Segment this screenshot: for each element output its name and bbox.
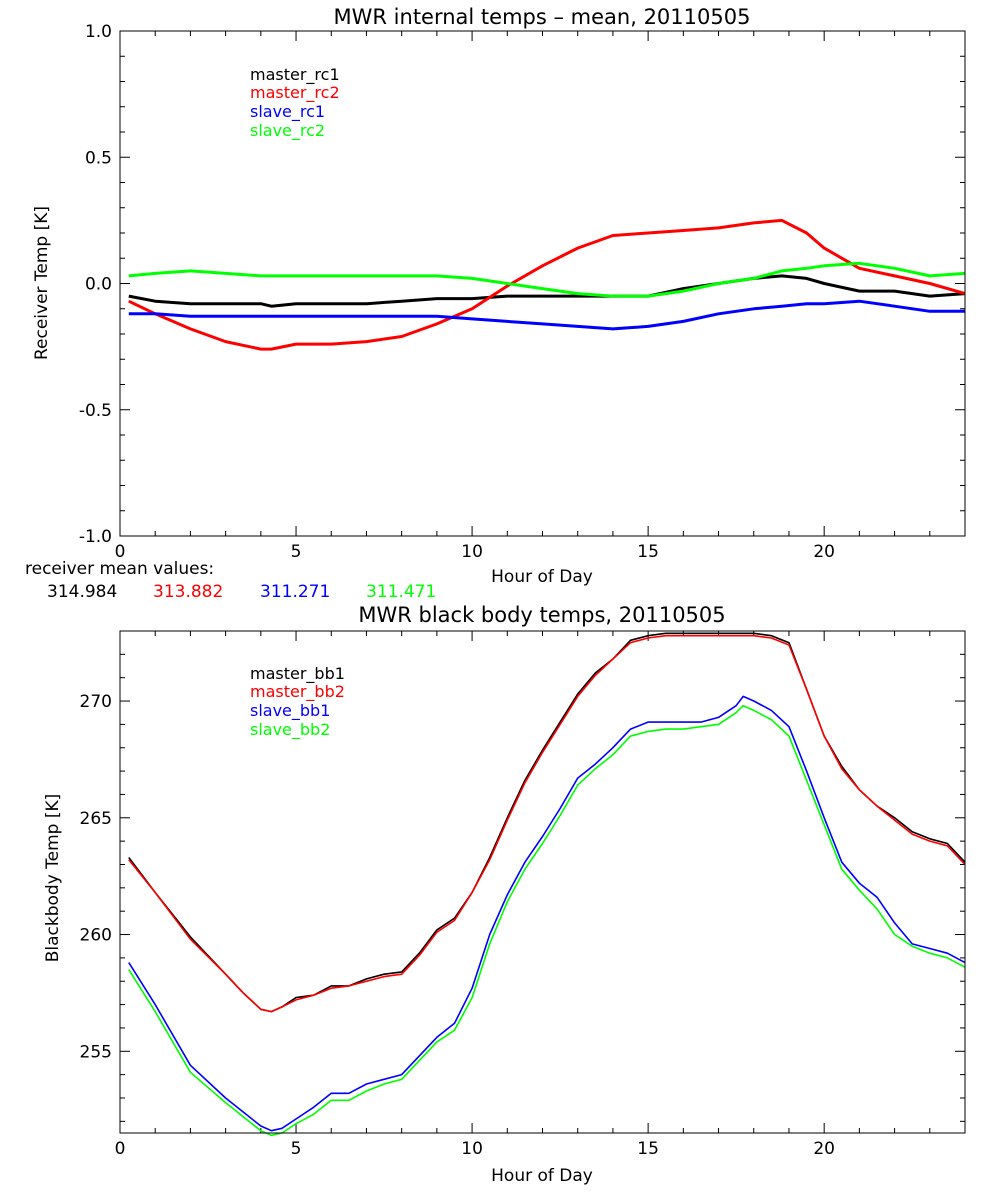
x-tick-label: 0 [115, 1139, 126, 1159]
x-tick-label: 20 [813, 1139, 835, 1159]
legend-entry: master_rc1 [250, 65, 340, 85]
x-tick-label: 15 [637, 1139, 659, 1159]
x-tick-label: 5 [291, 1139, 302, 1159]
legend-entry: slave_bb2 [250, 720, 330, 740]
legend-entry: slave_rc2 [250, 121, 325, 141]
legend-entry: slave_bb1 [250, 701, 330, 721]
series-line-slave-bb1 [128, 695, 966, 1132]
blackbody-temp-chart: MWR black body temps, 20110505 0 5 10 15 20 2… [43, 603, 966, 1186]
y-tick-label: -0.5 [79, 401, 112, 421]
series-line-slave-bb2 [128, 704, 966, 1137]
y-tick-label: 255 [80, 1042, 112, 1062]
mean-value: 313.882 [153, 582, 223, 602]
legend-entry: slave_rc1 [250, 102, 325, 122]
legend: master_bb1 master_bb2 slave_bb1 slave_bb… [250, 664, 345, 740]
x-tick-label: 10 [461, 542, 483, 562]
y-tick-label: 260 [80, 926, 112, 946]
chart-title: MWR black body temps, 20110505 [358, 603, 725, 627]
plot-frame [119, 30, 966, 537]
y-axis-label: Blackbody Temp [K] [43, 794, 63, 963]
y-axis-label: Receiver Temp [K] [32, 206, 52, 360]
mean-value: 314.984 [47, 582, 117, 602]
y-tick-label: 265 [80, 809, 112, 829]
series-line-slave-rc1 [128, 299, 965, 331]
y-tick-label: -1.0 [79, 527, 112, 547]
plot-frame [119, 630, 966, 1134]
x-axis-label: Hour of Day [491, 567, 593, 587]
mean-values-label: receiver mean values: [25, 559, 214, 579]
mean-value: 311.471 [366, 582, 436, 602]
chart-title: MWR internal temps – mean, 20110505 [334, 5, 751, 29]
y-tick-label: 1.0 [85, 22, 112, 42]
x-tick-label: 5 [291, 542, 302, 562]
x-tick-label: 20 [813, 542, 835, 562]
legend-entry: master_bb2 [250, 682, 345, 702]
series-line-master-rc2 [128, 218, 966, 351]
mean-value: 311.271 [260, 582, 330, 602]
x-tick-label: 15 [637, 542, 659, 562]
series-line-master-bb2 [128, 634, 966, 1013]
receiver-temp-chart: MWR internal temps – mean, 20110505 0 5 10… [25, 5, 966, 602]
legend-entry: master_rc2 [250, 83, 340, 103]
x-tick-label: 0 [115, 542, 126, 562]
legend: master_rc1 master_rc2 slave_rc1 slave_rc… [250, 65, 340, 141]
mean-values-footer: receiver mean values: 314.984 313.882 31… [25, 559, 436, 602]
series-line-master-rc1 [128, 274, 966, 308]
x-tick-label: 10 [461, 1139, 483, 1159]
legend-entry: master_bb1 [250, 664, 345, 684]
series-line-slave-rc2 [128, 261, 966, 298]
y-tick-label: 0.5 [85, 148, 112, 168]
y-tick-label: 270 [80, 692, 112, 712]
y-tick-label: 0.0 [85, 275, 112, 295]
x-axis-label: Hour of Day [491, 1166, 593, 1186]
